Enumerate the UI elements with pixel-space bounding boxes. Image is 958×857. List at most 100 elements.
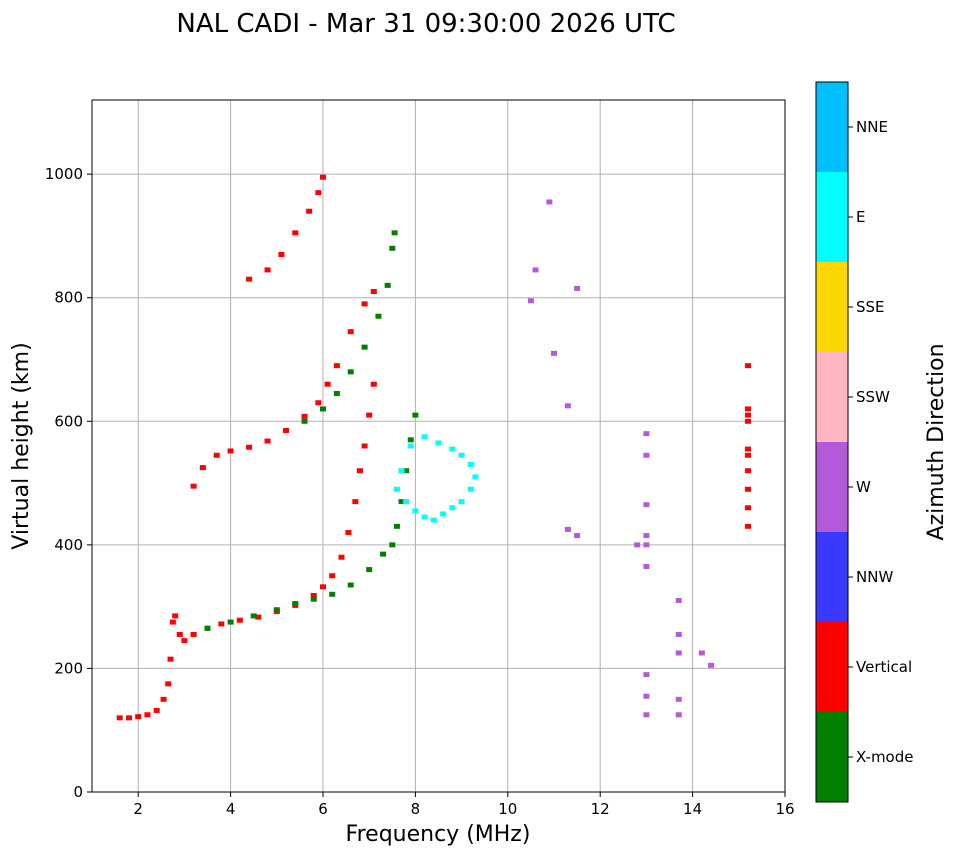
echo-point: [213, 452, 220, 458]
echo-point: [352, 499, 359, 505]
echo-point: [643, 452, 650, 458]
echo-point: [643, 533, 650, 539]
echo-point: [160, 696, 167, 702]
echo-point: [435, 440, 442, 446]
x-tick-label: 2: [133, 800, 143, 818]
echo-point: [361, 344, 368, 350]
echo-point: [190, 631, 197, 637]
echo-point: [745, 363, 752, 369]
x-tick-label: 6: [318, 800, 328, 818]
echo-point: [467, 486, 474, 492]
colorbar-tick-label: E: [856, 208, 865, 226]
echo-point: [574, 533, 581, 539]
echo-point: [440, 511, 447, 517]
echo-point: [135, 714, 142, 720]
echo-point: [574, 285, 581, 291]
echo-point: [564, 526, 571, 532]
echo-point: [745, 523, 752, 529]
echo-point: [745, 468, 752, 474]
echo-point: [165, 681, 172, 687]
echo-point: [403, 468, 410, 474]
colorbar-segment: [816, 172, 848, 262]
echo-point: [380, 551, 387, 557]
echo-point: [745, 505, 752, 511]
y-tick-label: 400: [54, 536, 83, 554]
colorbar-segment: [816, 442, 848, 532]
echo-point: [347, 329, 354, 335]
echo-point: [389, 245, 396, 251]
echo-point: [283, 428, 290, 434]
echo-point: [338, 554, 345, 560]
echo-point: [301, 418, 308, 424]
echo-point: [333, 363, 340, 369]
colorbar-segment: [816, 622, 848, 712]
y-tick-label: 0: [73, 783, 83, 801]
echo-point: [366, 567, 373, 573]
x-tick-label: 12: [591, 800, 610, 818]
colorbar-segment: [816, 352, 848, 442]
echo-point: [264, 267, 271, 273]
echo-point: [421, 514, 428, 520]
echo-point: [407, 437, 414, 443]
y-axis-label: Virtual height (km): [9, 342, 34, 549]
echo-point: [301, 413, 308, 419]
echo-point: [181, 638, 188, 644]
echo-point: [273, 607, 280, 613]
echo-point: [292, 601, 299, 607]
x-tick-label: 14: [683, 800, 702, 818]
echo-point: [324, 381, 331, 387]
echo-point: [190, 483, 197, 489]
colorbar-frame: [815, 81, 849, 803]
echo-point: [375, 313, 382, 319]
echo-point: [643, 712, 650, 718]
echo-point: [643, 672, 650, 678]
colorbar-segment: [816, 82, 848, 172]
echo-point: [116, 715, 123, 721]
y-axis-ticks: 0 200 400 600 800 1000: [45, 165, 92, 801]
echo-point: [745, 446, 752, 452]
echo-point: [347, 582, 354, 588]
echo-point: [398, 499, 405, 505]
x-tick-label: 16: [775, 800, 794, 818]
echo-point: [250, 613, 257, 619]
echo-point: [421, 434, 428, 440]
x-axis-label: Frequency (MHz): [346, 822, 531, 847]
echo-point: [458, 499, 465, 505]
echo-point: [398, 468, 405, 474]
echo-point: [329, 573, 336, 579]
y-tick-label: 600: [54, 412, 83, 430]
colorbar-label: Azimuth Direction: [924, 343, 949, 540]
echo-point: [320, 584, 326, 590]
echo-point: [698, 650, 705, 656]
echo-point: [329, 591, 336, 597]
echo-point: [167, 656, 174, 662]
colorbar-segment: [816, 712, 848, 802]
echo-point: [361, 301, 368, 307]
colorbar-segment: [816, 262, 848, 352]
echo-point: [643, 431, 650, 437]
echo-point: [310, 593, 317, 599]
x-axis-ticks: 2 4 6 8 10 12 14 16: [133, 792, 795, 818]
colorbar-tick-label: NNE: [856, 118, 888, 136]
echo-point: [551, 350, 557, 356]
echo-point: [172, 613, 179, 619]
echo-point: [407, 443, 414, 449]
echo-point: [675, 597, 682, 603]
echo-point: [412, 412, 419, 418]
echo-point: [347, 369, 354, 375]
echo-point: [527, 298, 534, 304]
echo-point: [393, 486, 400, 492]
echo-point: [393, 523, 400, 529]
colorbar-segment: [816, 532, 848, 622]
echo-point: [564, 403, 571, 409]
echo-point: [675, 650, 682, 656]
echo-point: [643, 563, 650, 569]
echo-point: [643, 693, 650, 699]
echo-point: [745, 412, 752, 418]
echo-point: [458, 452, 465, 458]
echo-point: [356, 468, 363, 474]
y-tick-label: 200: [54, 659, 83, 677]
plot-area: [91, 99, 786, 793]
echo-point: [125, 715, 132, 721]
